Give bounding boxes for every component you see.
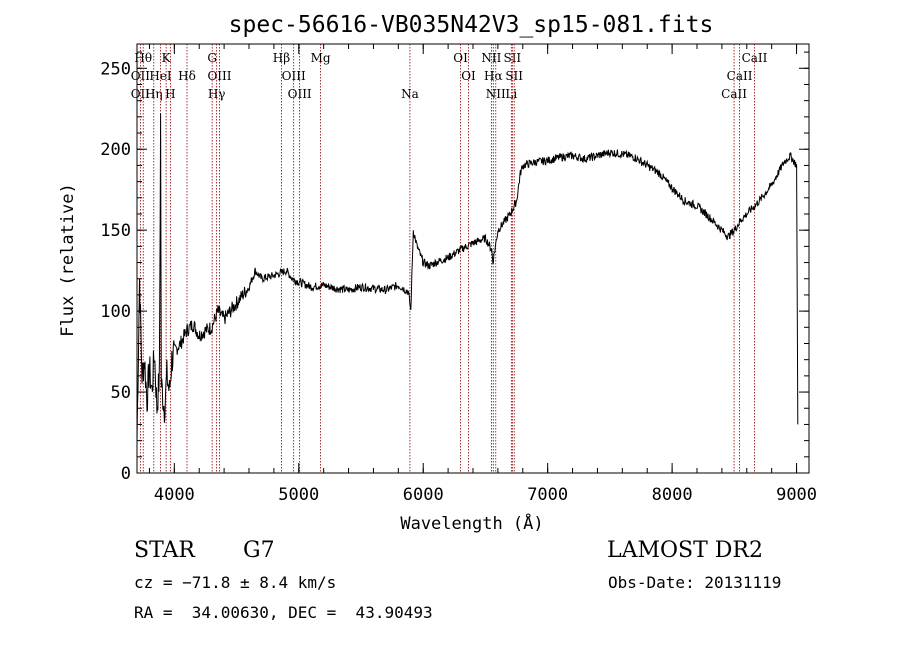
spectral-line-label: SII <box>505 69 523 83</box>
spectral-line-label: OIII <box>288 87 312 101</box>
spectral-line-label: OI <box>453 51 468 65</box>
object-class: STAR <box>134 538 195 563</box>
spectral-line-label: Hη <box>145 87 163 101</box>
spectral-line-label: CaII <box>721 87 747 101</box>
spectral-line-label: OI <box>461 69 476 83</box>
spectral-line-label: H <box>165 87 175 101</box>
spectral-line-label: HeI <box>149 69 172 83</box>
spectral-line-label: G <box>207 51 217 65</box>
spectral-line-label: NII <box>486 87 506 101</box>
spectral-line-label: Hβ <box>273 51 290 65</box>
y-tick-label: 250 <box>100 59 131 79</box>
x-tick-label: 6000 <box>403 485 444 505</box>
spectral-line-label: Hθ <box>134 51 152 65</box>
spectral-line-label: Hδ <box>178 69 196 83</box>
coords-text: RA = 34.00630, DEC = 43.90493 <box>134 603 433 622</box>
object-subclass: G7 <box>243 538 275 563</box>
spectral-line-label: OII <box>131 87 151 101</box>
x-axis-label: Wavelength (Å) <box>400 512 543 534</box>
y-tick-label: 150 <box>100 221 131 241</box>
spectral-line-label: Hα <box>484 69 503 83</box>
spectral-line-label: OIII <box>282 69 306 83</box>
redshift-text: cz = −71.8 ± 8.4 km/s <box>134 573 337 592</box>
spectral-line-label: Na <box>401 87 419 101</box>
y-tick-label: 100 <box>100 302 131 322</box>
spectral-line-label: OIII <box>207 69 231 83</box>
spectral-line-label: SII <box>503 51 521 65</box>
axes: 4000 5000 6000 7000 8000 9000 0 50 100 150 200 250 <box>100 43 817 505</box>
chart-title: spec-56616-VB035N42V3_sp15-081.fits <box>229 12 714 38</box>
spectral-line-label: CaII <box>727 69 753 83</box>
x-tick-label: 8000 <box>652 485 693 505</box>
spectral-line-label: OII <box>131 69 151 83</box>
spectral-line-label: Hγ <box>208 87 226 101</box>
spectral-line-markers: OIIHθOIIHηHeIKHHδGOIIIHγHβOIIIOIIIMgNaOI… <box>131 44 768 473</box>
spectral-line-label: CaII <box>742 51 768 65</box>
x-tick-label: 7000 <box>527 485 568 505</box>
y-tick-label: 0 <box>121 464 131 484</box>
spectral-line-label: Mg <box>311 51 331 65</box>
y-axis-label: Flux (relative) <box>58 183 78 337</box>
spectrum-series <box>136 113 799 442</box>
obs-date-text: Obs-Date: 20131119 <box>608 573 782 592</box>
spectrum-line <box>136 113 799 442</box>
x-tick-label: 5000 <box>278 485 319 505</box>
plot-frame <box>136 43 810 474</box>
y-tick-label: 200 <box>100 140 131 160</box>
spectral-line-label: K <box>162 51 172 65</box>
spectral-line-label: NII <box>481 51 501 65</box>
x-tick-label: 9000 <box>776 485 817 505</box>
survey-name: LAMOST DR2 <box>607 538 763 563</box>
x-tick-label: 4000 <box>154 485 195 505</box>
spectral-line-label: Li <box>505 87 517 101</box>
y-tick-label: 50 <box>111 383 131 403</box>
